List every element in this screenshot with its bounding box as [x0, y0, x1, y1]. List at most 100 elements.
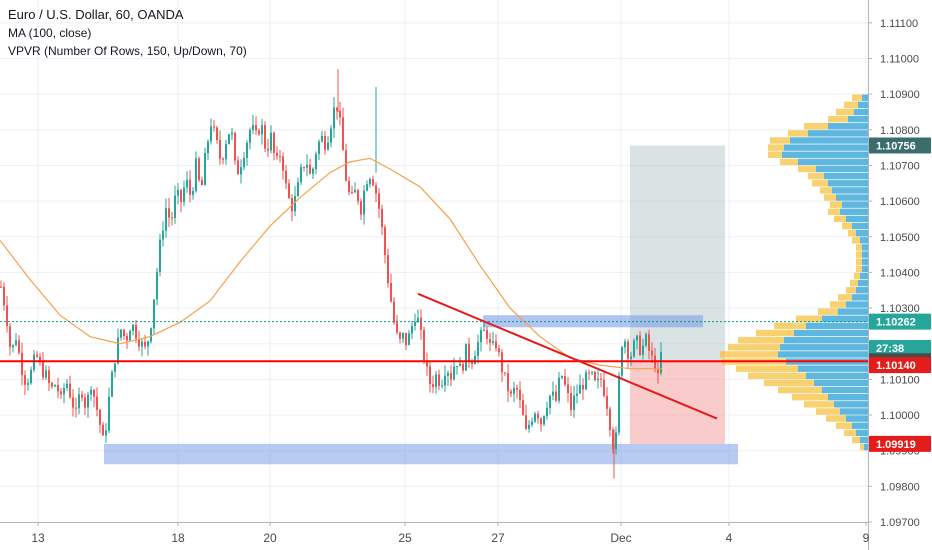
- ma-legend[interactable]: MA (100, close): [8, 26, 92, 40]
- candle-body: [276, 152, 278, 157]
- candle-body: [225, 144, 227, 160]
- vp-bar-up: [862, 265, 868, 273]
- candle-body: [39, 356, 41, 362]
- candle-body: [363, 190, 365, 215]
- candle-body: [258, 130, 260, 135]
- candle-body: [414, 322, 416, 326]
- candle-body: [633, 340, 635, 357]
- vp-bar-up: [854, 108, 868, 116]
- candle-body: [558, 377, 560, 401]
- vp-bar-down: [788, 130, 808, 137]
- demand-zone: [104, 443, 738, 465]
- candle-body: [378, 193, 380, 209]
- candle-body: [564, 376, 566, 385]
- candle-body: [348, 180, 350, 193]
- vp-bar-down: [796, 315, 822, 322]
- vp-bar-up: [828, 123, 868, 130]
- candle-body: [231, 132, 233, 135]
- vp-bar-up: [864, 443, 868, 451]
- vp-bar-down: [774, 322, 806, 330]
- candle-body: [105, 430, 107, 436]
- candle-body: [213, 126, 215, 128]
- candle-body: [3, 286, 5, 306]
- y-tick-label: 1.11000: [880, 53, 919, 65]
- candle-body: [510, 391, 512, 394]
- vp-bar-down: [856, 244, 862, 251]
- candle-body: [195, 158, 197, 192]
- candle-body: [72, 397, 74, 408]
- vp-bar-up: [846, 301, 868, 308]
- vp-bar-down: [770, 137, 790, 144]
- vp-bar-down: [804, 401, 834, 408]
- vp-bar-up: [794, 329, 868, 337]
- candle-body: [336, 107, 338, 111]
- vp-bar-down: [856, 258, 862, 265]
- ma-line: [0, 157, 662, 370]
- candle-body: [198, 158, 200, 181]
- price-label-bg: [869, 313, 931, 330]
- candle-body: [447, 372, 449, 376]
- candle-body: [312, 168, 314, 174]
- candle-body: [357, 189, 359, 202]
- candle-body: [495, 341, 497, 349]
- vp-bar-down: [838, 294, 852, 301]
- candle-body: [162, 230, 164, 240]
- candle-body: [351, 192, 353, 194]
- candle-body: [435, 374, 437, 387]
- candle-body: [525, 415, 527, 429]
- candle-body: [396, 322, 398, 333]
- candle-body: [66, 383, 68, 388]
- vp-bar-up: [814, 379, 868, 387]
- candle-body: [639, 335, 641, 355]
- candle-body: [456, 366, 458, 368]
- candle-body: [192, 191, 194, 195]
- candle-body: [402, 332, 404, 339]
- price-label-bg: [869, 435, 931, 452]
- vp-bar-up: [856, 229, 868, 237]
- price-label-text: 1.10756: [876, 140, 916, 152]
- vp-bar-down: [856, 265, 862, 273]
- candle-body: [468, 343, 470, 362]
- candle-body: [117, 337, 119, 364]
- candle-body: [366, 184, 368, 191]
- candle-body: [84, 397, 86, 408]
- candle-body: [369, 179, 371, 185]
- vp-bar-up: [856, 287, 868, 294]
- y-tick-label: 1.10800: [880, 125, 920, 137]
- candle-body: [126, 336, 128, 341]
- vp-bar-up: [816, 165, 868, 173]
- candle-body: [426, 360, 428, 367]
- candle-body: [384, 227, 386, 256]
- candle-body: [486, 329, 488, 340]
- candle-body: [588, 372, 590, 374]
- indicator-lines: [0, 157, 868, 420]
- candle-body: [615, 432, 617, 449]
- vpvr-legend[interactable]: VPVR (Number Of Rows, 150, Up/Down, 70): [8, 44, 247, 58]
- vp-bar-up: [846, 415, 868, 422]
- candle-body: [549, 395, 551, 408]
- candle-body: [183, 187, 185, 202]
- candle-body: [372, 179, 374, 186]
- candle-body: [207, 141, 209, 154]
- chart-legend: Euro / U.S. Dollar, 60, OANDA MA (100, c…: [8, 6, 247, 60]
- vp-bar-up: [846, 215, 868, 223]
- candle-body: [63, 387, 65, 395]
- candle-body: [453, 366, 455, 380]
- candle-body: [30, 369, 32, 384]
- candle-body: [654, 355, 656, 370]
- candle-body: [132, 324, 134, 332]
- y-tick-label: 1.10000: [880, 410, 920, 422]
- candle-body: [174, 195, 176, 218]
- candle-body: [186, 179, 188, 188]
- candle-body: [123, 329, 125, 337]
- vp-bar-down: [826, 415, 846, 422]
- candle-body: [429, 366, 431, 385]
- candle-body: [582, 385, 584, 390]
- vp-bar-up: [852, 294, 868, 301]
- candle-body: [189, 179, 191, 195]
- symbol-title[interactable]: Euro / U.S. Dollar, 60, OANDA: [8, 7, 184, 22]
